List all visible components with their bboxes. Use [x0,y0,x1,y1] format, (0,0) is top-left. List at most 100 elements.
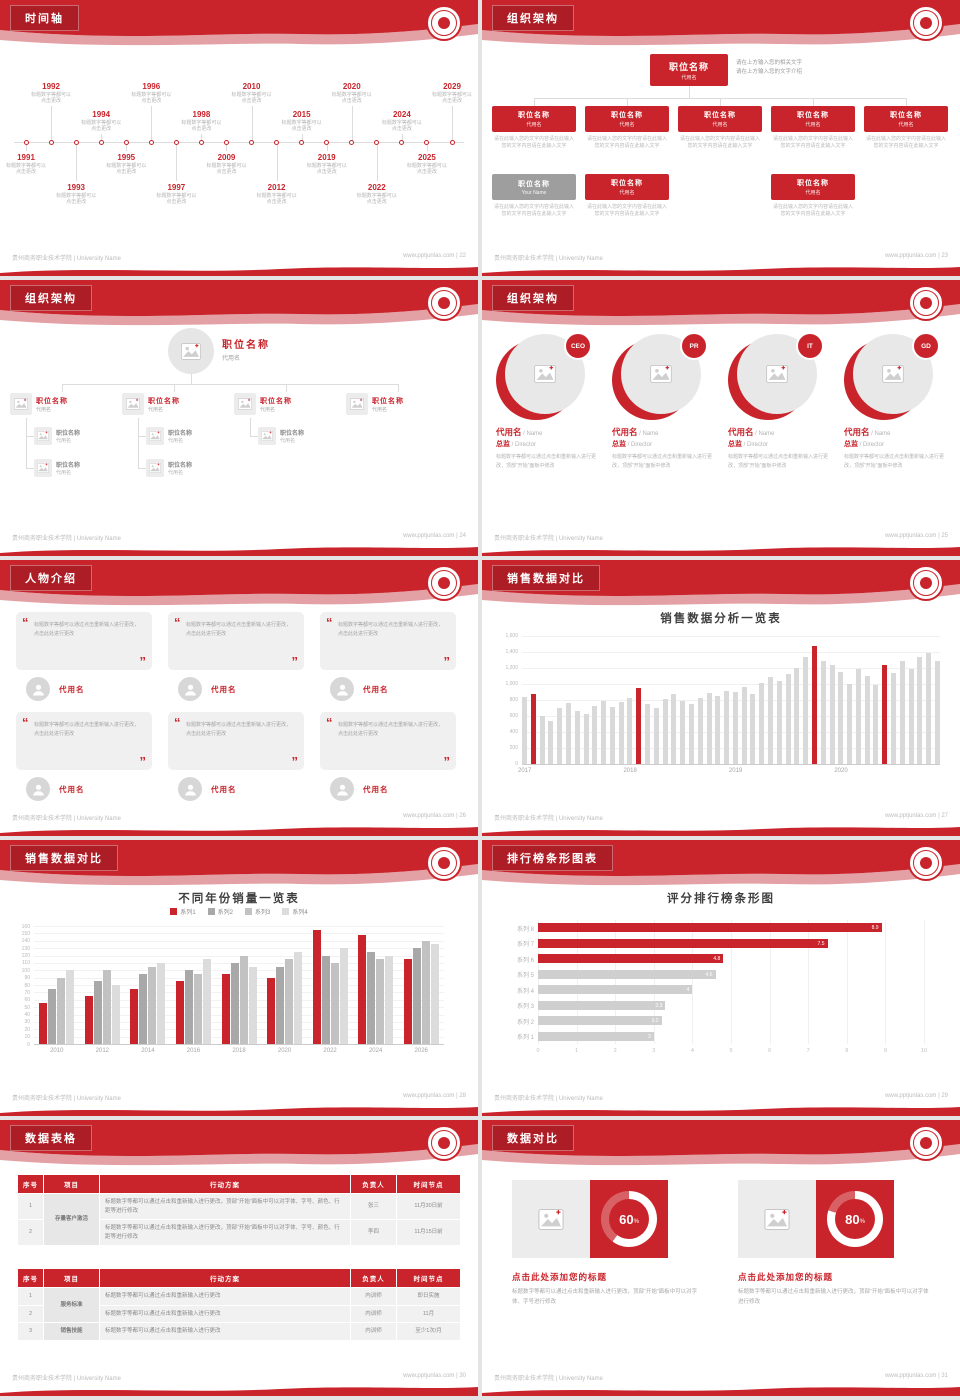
category-label: 系列 4 [516,988,534,995]
person-desc: 标题数字等都可以通过点击和重新输入进行更改，顶部“开始”面板中修改 [844,454,945,469]
org-box: 职位名称 代用名 [585,106,669,132]
footer-site-page: www.pptjunlas.com | 26 [403,813,466,819]
y-axis-label: 1,000 [505,681,518,687]
connector-line [351,106,353,142]
chart-bar [111,985,120,1044]
org-subnode: 职位名称 代用名 [146,458,242,478]
table-header-cell: 负责人 [350,1268,397,1288]
x-axis-label: 2026 [414,1048,428,1054]
legend-label: 系列2 [217,910,233,916]
compare-panel: 80% 点击此处添加您的标题 标题数字等都可以通过点击和重新输入进行更改，顶部“开始… [738,1180,934,1308]
chart-title: 不同年份销量一览表 [178,893,300,905]
chart-bar [829,664,835,764]
connector-line [34,999,444,1001]
chart-bar [820,660,826,764]
connector-line [522,668,940,669]
slide-footer: 贵州商务职业技术学院 | University Name www.pptjunla… [12,533,466,542]
y-axis-label: 100 [21,967,30,974]
table-cell: 标题数字等都可以通过点击和重新输入进行更改 [99,1322,351,1341]
logo-ring [431,1130,457,1156]
chart-bar [538,969,716,979]
position-title: 职位名称 [280,431,305,437]
header-wave [0,280,478,326]
slide-data-compare[interactable]: 60% 点击此处添加您的标题 标题数字等都可以通过点击和重新输入进行更改，顶部“开始… [482,1120,960,1396]
chart-bar [741,687,747,764]
slide-footer: 贵州商务职业技术学院 | University Name www.pptjunla… [494,1373,948,1382]
chart-bar [548,720,554,764]
org-box: 职位名称 Your Name [492,174,576,200]
slide-data-tables[interactable]: 序号 项目 行动方案 负责人 时间节点 1 存量客户激活 标题数字等都可以通过点击和重新输入进… [0,1120,478,1396]
org-circle-item: CEO 代用名 / Name 总监 / Director 标题数字等都可以通过点击和重… [496,332,600,470]
timeline-year: 1992 [42,82,60,91]
slide-sales-bar-chart[interactable]: 销售数据分析一览表 0 200 400 600 800 1,000 1,200 1,400 1,6… [482,560,960,836]
position-alias: 代用名 [619,190,635,196]
chart-bar [935,660,940,764]
logo-emblem [920,857,932,869]
chart-bar [565,703,571,764]
connector-line [34,1007,444,1009]
legend-swatch [170,908,178,915]
connector-line [522,764,940,765]
slide-ranking-chart[interactable]: 评分排行榜条形图 0 1 2 3 4 5 6 7 8 9 10 系列 8 8.9 系列 7 7.5 系列 6 4.… [482,840,960,1116]
slide-people-intro[interactable]: “ 标题数字等都可以通过点击重新输入进行更改，点击此处进行更改 ” 代用名 “ 标题数字等… [0,560,478,836]
chart-bar [636,688,642,764]
slide-footer: 贵州商务职业技术学院 | University Name www.pptjunla… [494,813,948,822]
table-cell: 李四 [350,1219,397,1247]
slide-footer: 贵州商务职业技术学院 | University Name www.pptjunla… [12,813,466,822]
table-row: 3 销售技能 标题数字等都可以通过点击和重新输入进行更改 内训师 至少1次/月 [17,1322,461,1341]
connector-line [769,920,771,1044]
chart-bar [93,981,102,1044]
org-note: 请在上方输入您的相关文字 请在上方输入您的文字介绍 [736,59,866,78]
x-axis-label: 6 [768,1048,772,1054]
connector-line [522,700,940,701]
chart-bar [412,948,421,1044]
image-placeholder-icon [126,398,140,410]
slide-timeline[interactable]: 1991 标题数字等都可以点击更改 1992 标题数字等都可以点击更改 1993 标题数字… [0,0,478,276]
slide-org-structure-1[interactable]: 职位名称 代用名 请在上方输入您的相关文字 请在上方输入您的文字介绍 职位名称 代用名 请在… [482,0,960,276]
connector-line [34,977,444,979]
footer-school: 贵州商务职业技术学院 | University Name [494,816,603,822]
timeline-item: 2009 标题数字等都可以点击更改 [205,153,247,175]
connector-line [14,142,464,143]
position-title: 职位名称 [56,463,81,469]
org-note-line: 请在上方输入您的文字介绍 [736,69,803,76]
timeline-dot [349,139,355,145]
slide-content: 序号 项目 行动方案 负责人 时间节点 1 存量客户激活 标题数字等都可以通过点击和重新输入进… [0,1166,478,1370]
chart-bar [130,988,139,1044]
timeline-dot [424,139,430,145]
timeline-caption: 标题数字等都可以点击更改 [81,120,122,132]
university-logo-icon [426,1125,462,1161]
chart-bar [794,668,800,764]
chart-bar [697,697,703,764]
timeline-caption: 标题数字等都可以点击更改 [206,163,247,175]
x-axis-label: 2010 [50,1048,64,1054]
logo-emblem [438,297,450,309]
slide-title: 销售数据对比 [10,845,118,871]
slide-sales-grouped-chart[interactable]: 不同年份销量一览表 系列1 系列2 系列3 系列4 0 10 20 30 40 50 60 70 80 90… [0,840,478,1116]
footer-site-page: www.pptjunlas.com | 24 [403,533,466,539]
quote-card: “ 标题数字等都可以通过点击重新输入进行更改，点击此处进行更改 ” [168,612,304,670]
timeline-caption: 标题数字等都可以点击更改 [106,163,147,175]
connector-line [452,106,453,142]
chart-bar [538,1000,666,1010]
quote-text: 标题数字等都可以通过点击重新输入进行更改，点击此处进行更改 [34,722,140,737]
footer-wave [482,1387,960,1396]
connector-line [34,940,444,942]
chart-bar [557,708,563,764]
person-alias: 代用名 [496,427,522,437]
org-caption: 请在此输入您的文字内容请在此输入您的文字内容请在此输入文字 [772,136,853,149]
chart-bar [899,660,905,764]
chart-bar [759,683,765,764]
position-title: 职位名称 [611,180,643,187]
chart-bar [430,944,439,1044]
timeline-item: 2022 标题数字等都可以点击更改 [356,183,398,205]
chart-bar [358,934,367,1044]
slide-org-structure-3[interactable]: CEO 代用名 / Name 总监 / Director 标题数字等都可以通过点击和重… [482,280,960,556]
timeline-item: 2015 标题数字等都可以点击更改 [281,110,323,132]
slide-org-structure-2[interactable]: 职位名称 代用名 职位名称 代用名 职位名称 代用名 职位名称 代用名 职位名称 代用名 职位名称代… [0,280,478,556]
position-title: 职位名称 [168,431,193,437]
position-title: 职位名称 [168,463,193,469]
y-axis-label: 30 [24,1019,30,1026]
logo-emblem [438,1137,450,1149]
open-quote-icon: “ [326,615,333,630]
